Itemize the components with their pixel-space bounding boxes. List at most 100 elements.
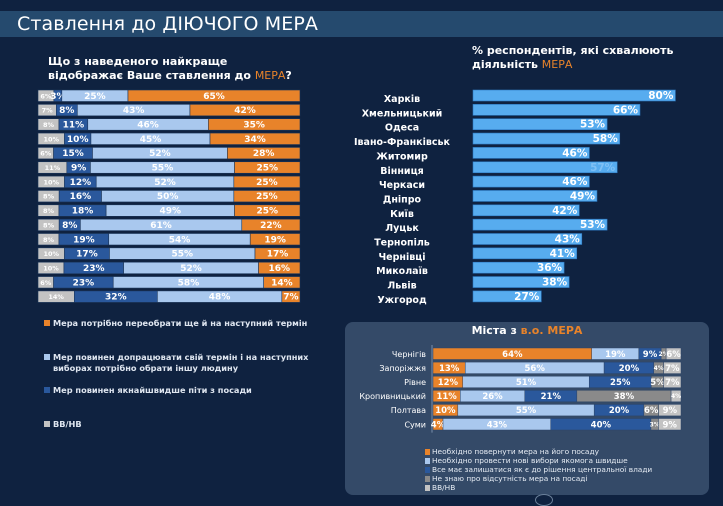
approval-category-label: Харків: [384, 94, 420, 105]
attitude-data-label: 49%: [160, 207, 182, 217]
attitude-bar-segment: [233, 190, 301, 203]
legend-label: ВВ/НВ: [53, 419, 82, 429]
attitude-title-accent: МЕРА: [254, 69, 286, 82]
approval-bar: [472, 104, 641, 116]
legend-label: Мера потрібно переобрати ще й на наступн…: [53, 318, 308, 328]
approval-bar: [472, 132, 621, 145]
approval-data-label: 66%: [613, 104, 639, 116]
attitude-data-label: 7%: [283, 293, 298, 303]
attitude-bar-segment: [209, 132, 301, 145]
approval-data-label: 38%: [542, 277, 568, 289]
acting-mayor-data-label: 11%: [436, 392, 457, 402]
attitude-title-line2: відображає Ваше ставлення до МЕРА?: [48, 69, 292, 83]
attitude-data-label: 34%: [244, 135, 266, 145]
attitude-data-label: 52%: [154, 178, 176, 188]
acting-mayor-data-label: 64%: [502, 350, 523, 360]
attitude-data-label: 11%: [63, 120, 85, 130]
attitude-bar-segment: [234, 161, 301, 174]
acting-mayor-data-label: 21%: [541, 392, 562, 402]
acting-mayor-data-label: 6%: [666, 350, 681, 360]
acting-mayor-bar-segment: [663, 361, 682, 374]
attitude-data-label: 15%: [62, 149, 84, 159]
attitude-data-label: 50%: [157, 192, 179, 202]
approval-category-label: Дніпро: [383, 194, 422, 205]
acting-mayor-category-label: Суми: [404, 420, 426, 429]
legend-swatch-dark-blue: [425, 467, 430, 473]
panel-legend-item-new-elections: Необхідно провести нові вибори якомога ш…: [425, 456, 652, 465]
panel-legend: Необхідно повернути мера на його посаду …: [425, 447, 652, 492]
attitude-data-label: 6%: [40, 279, 52, 287]
approval-data-label: 53%: [580, 119, 606, 131]
attitude-data-label: 14%: [48, 293, 64, 301]
acting-mayor-category-label: Кропивницький: [359, 392, 426, 401]
attitude-data-label: 16%: [268, 264, 290, 274]
approval-bar: [472, 261, 565, 274]
attitude-data-label: 10%: [43, 135, 59, 143]
attitude-data-label: 55%: [171, 250, 193, 260]
legend-swatch-orange: [44, 320, 50, 326]
attitude-bar-segment: [258, 261, 301, 275]
acting-mayor-data-label: 2%: [659, 351, 669, 358]
acting-mayor-category-label: Рівне: [404, 378, 426, 387]
acting-mayor-title-accent: в.о. МЕРА: [520, 324, 583, 337]
attitude-data-label: 42%: [234, 106, 256, 116]
approval-bar: [472, 204, 580, 217]
attitude-data-label: 58%: [178, 278, 200, 288]
acting-mayor-data-label: 10%: [435, 406, 456, 416]
legend-label: Все має залишатися як є до рішення центр…: [432, 465, 653, 474]
acting-mayor-category-label: Чернігів: [392, 350, 426, 359]
acting-mayor-data-label: 4%: [654, 365, 664, 372]
acting-mayor-data-label: 38%: [614, 392, 635, 402]
attitude-data-label: 19%: [73, 235, 95, 245]
attitude-data-label: 9%: [71, 164, 86, 174]
attitude-data-label: 54%: [169, 235, 191, 245]
attitude-data-label: 43%: [123, 106, 145, 116]
attitude-bar-segment: [249, 233, 301, 246]
acting-mayor-bar-segment: [665, 347, 682, 360]
attitude-data-label: 25%: [256, 178, 278, 188]
legend-swatch-light-blue: [44, 354, 50, 360]
attitude-data-label: 10%: [67, 135, 89, 145]
approval-category-label: Вінниця: [380, 166, 423, 177]
panel-legend-item-unaware: Не знаю про відсутність мера на посаді: [425, 474, 652, 483]
attitude-data-label: 6%: [40, 150, 52, 158]
attitude-data-label: 11%: [45, 164, 61, 172]
acting-mayor-data-label: 7%: [665, 378, 680, 388]
attitude-bar-segment: [241, 218, 301, 231]
approval-category-label: Житомир: [376, 151, 428, 162]
acting-mayor-data-label: 55%: [516, 406, 537, 416]
legend-swatch-light-blue: [425, 458, 430, 464]
attitude-data-label: 52%: [149, 149, 171, 159]
approval-bar: [472, 161, 618, 174]
acting-mayor-data-label: 19%: [605, 350, 626, 360]
approval-data-label: 43%: [555, 234, 581, 246]
approval-data-label: 42%: [552, 205, 578, 217]
approval-bar: [472, 233, 583, 245]
approval-category-label: Львів: [387, 281, 416, 292]
acting-mayor-bar-segment: [663, 375, 682, 388]
approval-category-label: Хмельницький: [362, 108, 443, 119]
legend-swatch-light-gray: [425, 485, 430, 491]
acting-mayor-data-label: 4%: [671, 393, 681, 400]
attitude-data-label: 25%: [84, 92, 106, 102]
attitude-data-label: 32%: [105, 293, 127, 303]
attitude-data-label: 45%: [140, 135, 162, 145]
acting-mayor-category-label: Полтава: [391, 406, 426, 415]
attitude-data-label: 8%: [43, 207, 55, 215]
legend-swatch-orange: [425, 449, 430, 455]
legend-label: Не знаю про відсутність мера на посаді: [432, 474, 588, 483]
acting-mayor-data-label: 9%: [663, 420, 678, 430]
attitude-data-label: 17%: [267, 250, 289, 260]
approval-title-prefix: діяльність: [472, 58, 542, 71]
acting-mayor-data-label: 40%: [591, 420, 612, 430]
approval-data-label: 41%: [550, 248, 576, 260]
approval-bar: [472, 118, 608, 130]
approval-category-label: Луцьк: [385, 223, 419, 234]
approval-chart-title: % респондентів, які схвалюють діяльність…: [472, 44, 673, 72]
acting-mayor-data-label: 4%: [431, 420, 446, 430]
attitude-data-label: 3%: [50, 92, 65, 102]
attitude-bar-segment: [208, 118, 301, 131]
approval-data-label: 53%: [580, 219, 606, 231]
acting-mayor-data-label: 51%: [516, 378, 537, 388]
approval-data-label: 27%: [514, 291, 540, 303]
